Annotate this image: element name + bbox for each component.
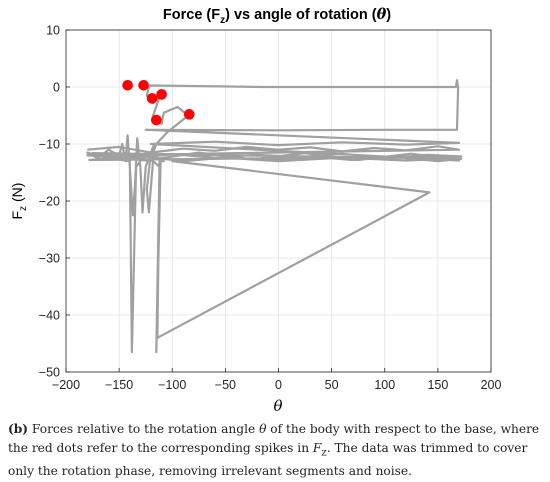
- x-tick-label: 100: [374, 378, 395, 392]
- y-axis-label: Fz (N): [9, 183, 29, 220]
- x-tick-label: −100: [158, 378, 186, 392]
- figure-caption: (b) Forces relative to the rotation angl…: [8, 420, 543, 481]
- x-tick-label: 200: [481, 378, 502, 392]
- spike-marker: [122, 79, 133, 91]
- x-tick-label: 0: [275, 378, 282, 392]
- y-tick-label: −50: [39, 366, 60, 380]
- x-tick-label: −200: [52, 378, 80, 392]
- spike-marker: [183, 109, 195, 120]
- marker-layer: [122, 79, 195, 126]
- spike-marker: [156, 89, 167, 100]
- y-tick-label: −30: [39, 252, 60, 266]
- caption-f-sub: z: [321, 447, 327, 459]
- x-tick-label: 50: [325, 378, 339, 392]
- x-tick-label: 150: [427, 378, 448, 392]
- series-layer: [86, 79, 463, 354]
- spike-marker: [151, 114, 162, 126]
- x-tick-label: −150: [105, 378, 133, 392]
- spike-marker: [146, 93, 158, 104]
- caption-theta: θ: [259, 422, 267, 436]
- y-tick-label: −40: [39, 309, 60, 323]
- y-tick-label: 0: [53, 81, 60, 95]
- caption-text-1: Forces relative to the rotation angle: [28, 422, 260, 436]
- y-tick-label: −10: [39, 138, 60, 152]
- force-series-line: [86, 79, 463, 354]
- y-tick-label: 10: [46, 24, 60, 38]
- caption-label: (b): [8, 422, 29, 436]
- tick-layer: −200 −150 −100 −50 0 50 100 150 200100−10−20−30−…: [39, 24, 502, 393]
- force-chart: Force (Fz) vs angle of rotation (θ) −200…: [9, 6, 502, 415]
- y-tick-label: −20: [39, 195, 60, 209]
- caption-f: F: [312, 441, 322, 455]
- chart-title: Force (Fz) vs angle of rotation (θ): [163, 6, 391, 26]
- caption-text-2: of the body with respect to the base, wh…: [8, 422, 540, 455]
- x-axis-label: θ: [273, 397, 282, 415]
- spike-marker: [138, 79, 149, 91]
- caption-text-3: . The data was trimmed to cover only the…: [8, 441, 528, 479]
- x-tick-label: −50: [215, 378, 236, 392]
